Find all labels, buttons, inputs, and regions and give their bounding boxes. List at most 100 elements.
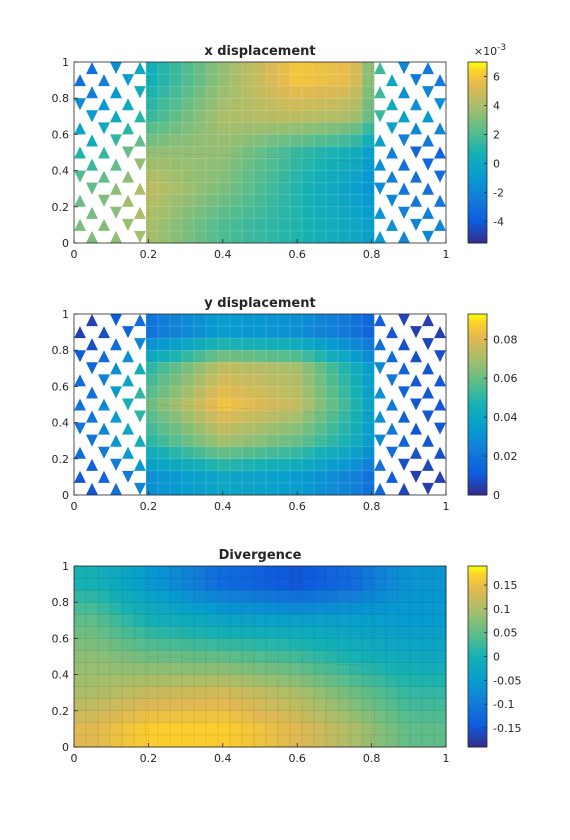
colorbar-segment (468, 234, 487, 238)
mesh-element (253, 614, 267, 627)
mesh-element (337, 110, 351, 123)
colorbar-tick-label: 0.04 (493, 411, 518, 424)
mesh-element (157, 638, 171, 652)
mesh-element (110, 458, 122, 471)
mesh-element (205, 97, 219, 111)
colorbar-segment (468, 577, 487, 581)
colorbar-segment (468, 469, 487, 473)
mesh-element (301, 85, 315, 99)
mesh-element (277, 638, 291, 652)
mesh-element (313, 434, 327, 448)
y-tick-label: 0 (62, 489, 69, 502)
mesh-element (434, 146, 446, 159)
mesh-element (73, 722, 87, 736)
mesh-element (410, 470, 422, 483)
mesh-element (434, 74, 446, 87)
mesh-element (253, 422, 267, 436)
mesh-element (169, 61, 183, 75)
y-tick-label: 0.4 (52, 165, 70, 178)
mesh-element (253, 206, 267, 220)
mesh-element (145, 614, 159, 627)
mesh-element (373, 686, 387, 700)
mesh-element (181, 734, 195, 748)
mesh-element (313, 362, 327, 375)
mesh-element (397, 686, 411, 700)
mesh-element (241, 230, 255, 244)
mesh-element (73, 614, 87, 627)
axes-box (73, 313, 447, 496)
colorbar-segment (468, 427, 487, 431)
mesh-element (122, 194, 134, 207)
mesh-element (98, 398, 110, 411)
mesh-element (217, 73, 231, 87)
mesh-element (253, 134, 267, 148)
mesh-element (337, 626, 351, 640)
mesh-element (410, 422, 422, 435)
mesh-element (109, 674, 123, 688)
mesh-element (385, 674, 399, 688)
mesh-element (134, 182, 146, 195)
colorbar-segment (468, 362, 487, 366)
mesh-element (313, 626, 327, 640)
mesh-element (253, 386, 267, 400)
mesh-element (253, 410, 267, 424)
mesh-element (265, 589, 279, 603)
colorbar-segment (468, 438, 487, 442)
mesh-element (337, 710, 351, 724)
mesh-element (253, 710, 267, 724)
mesh-element (373, 602, 387, 615)
mesh-element (241, 194, 255, 208)
mesh-element (229, 398, 243, 412)
mesh-element (349, 662, 363, 676)
mesh-element (205, 218, 219, 232)
mesh-element (313, 458, 327, 472)
colorbar-segment (468, 599, 487, 604)
colorbar-segment (468, 713, 487, 717)
mesh-element (265, 710, 279, 724)
mesh-element (397, 722, 411, 736)
mesh-element (313, 374, 327, 387)
mesh-element (386, 194, 398, 207)
mesh-element (169, 686, 183, 700)
mesh-element (253, 325, 267, 339)
mesh-element (349, 710, 363, 724)
mesh-element (253, 337, 267, 351)
mesh-element (169, 458, 183, 472)
mesh-element (374, 110, 386, 123)
mesh-element (181, 158, 195, 172)
colorbar-segment (468, 200, 487, 204)
mesh-element (277, 134, 291, 148)
colorbar-segment (468, 421, 487, 425)
mesh-element (217, 97, 231, 111)
mesh-element (110, 410, 122, 423)
mesh-element (301, 434, 315, 448)
mesh-element (169, 337, 183, 351)
mesh-element (134, 158, 146, 171)
colorbar-tick-label: -0.15 (493, 722, 521, 735)
mesh-element (337, 650, 351, 664)
mesh-element (229, 158, 243, 172)
colorbar-segment (468, 410, 487, 414)
colorbar-segment (468, 639, 487, 643)
mesh-element (313, 206, 327, 220)
mesh-element (301, 170, 315, 184)
mesh-element (133, 614, 147, 627)
mesh-element (193, 398, 207, 412)
mesh-element (301, 73, 315, 87)
colorbar-segment (468, 342, 487, 346)
mesh-element (205, 565, 219, 579)
mesh-element (181, 146, 195, 160)
mesh-element (157, 602, 171, 615)
mesh-element (421, 674, 435, 688)
mesh-element (422, 482, 434, 495)
mesh-element (253, 686, 267, 700)
colorbar-segment (468, 492, 487, 496)
colorbar-segment (468, 622, 487, 626)
mesh-element (313, 638, 327, 652)
mesh-element (229, 410, 243, 424)
colorbar-tick-label: -2 (493, 186, 504, 199)
colorbar-segment (468, 90, 487, 94)
mesh-element (289, 398, 303, 412)
mesh-element (434, 398, 446, 411)
mesh-element (229, 61, 243, 75)
